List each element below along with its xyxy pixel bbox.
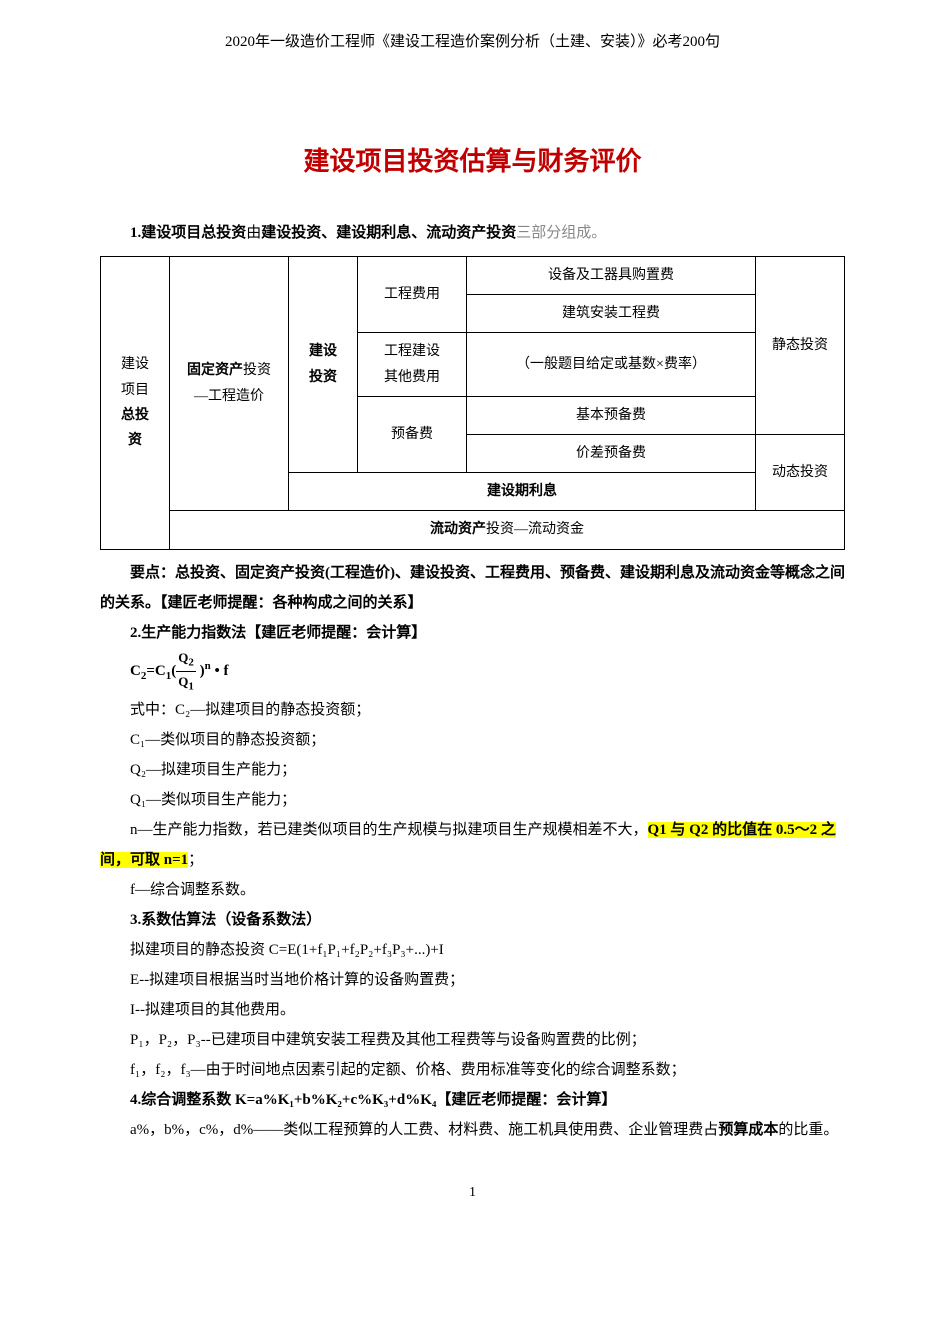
s3-l1: 拟建项目的静态投资 C=E(1+f₁P₁+f₂P₂+f₃P₃+...)+I xyxy=(100,935,845,965)
r2c4b: 其他费用 xyxy=(384,370,440,385)
s2-l4: Q₁—类似项目生产能力； xyxy=(100,785,845,815)
s3-l2: E--拟建项目根据当时当地价格计算的设备购置费； xyxy=(100,965,845,995)
p1-bold2: 建设投资、建设期利息、流动资产投资 xyxy=(261,225,516,241)
c2-rest: 投资 xyxy=(243,363,271,378)
r3c5a: 基本预备费 xyxy=(467,396,756,434)
r1c4: 工程费用 xyxy=(358,257,467,333)
r2c4a: 工程建设 xyxy=(384,344,440,359)
c3a: 建设 xyxy=(309,344,337,359)
s2-l1: 式中：C₂—拟建项目的静态投资额； xyxy=(100,695,845,725)
r3c5b: 价差预备费 xyxy=(467,434,756,472)
c1d: 资 xyxy=(128,433,142,448)
s3-l4: P₁，P₂，P₃--已建项目中建筑安装工程费及其他工程费等与设备购置费的比例； xyxy=(100,1025,845,1055)
f2-lhs: C xyxy=(130,663,141,679)
f2-eq: =C xyxy=(146,663,165,679)
page-number: 1 xyxy=(100,1185,845,1201)
f2-den: Q xyxy=(178,674,188,689)
f2-rp: ) xyxy=(196,663,205,679)
p1-prefix: 1.建设项目总投资 xyxy=(130,225,246,241)
c2-sub: —工程造价 xyxy=(194,389,264,404)
r5-rest: 投资—流动资金 xyxy=(486,522,584,537)
f2-tail: • f xyxy=(211,663,229,679)
s2-l5: n—生产能力指数，若已建类似项目的生产规模与拟建项目生产规模相差不大，Q1 与 … xyxy=(100,815,845,875)
p1-gray: 三部分组成。 xyxy=(516,225,606,241)
s4-l1b: 的比重。 xyxy=(778,1122,838,1138)
s4-l1a: a%，b%，c%，d%——类似工程预算的人工费、材料费、施工机具使用费、企业管理… xyxy=(130,1122,718,1138)
r5: 流动资产投资—流动资金 xyxy=(170,511,845,549)
investment-table: 建设 项目 总投 资 固定资产投资 —工程造价 建设 投资 工程费用 设备及工器… xyxy=(100,256,845,550)
col3: 建设 投资 xyxy=(289,257,358,473)
paragraph-1: 1.建设项目总投资由建设投资、建设期利息、流动资产投资三部分组成。 xyxy=(100,218,845,248)
s2-l3: Q₂—拟建项目生产能力； xyxy=(100,755,845,785)
c6a: 静态投资 xyxy=(756,257,845,435)
r2c4: 工程建设 其他费用 xyxy=(358,333,467,396)
f2-densub: 1 xyxy=(188,680,194,692)
f2-num: Q xyxy=(178,650,188,665)
keypoint: 要点：总投资、固定资产投资(工程造价)、建设投资、工程费用、预备费、建设期利息及… xyxy=(100,558,845,618)
r1c5a: 设备及工器具购置费 xyxy=(467,257,756,295)
c3b: 投资 xyxy=(309,370,337,385)
s3-l5: f₁，f₂，f₃—由于时间地点因素引起的定额、价格、费用标准等变化的综合调整系数… xyxy=(100,1055,845,1085)
page-header: 2020年一级造价工程师《建设工程造价案例分析（土建、安装）》必考200句 xyxy=(100,30,845,51)
formula-2: C2=C1(Q2Q1 )n • f xyxy=(130,648,845,695)
r4: 建设期利息 xyxy=(289,473,756,511)
col2: 固定资产投资 —工程造价 xyxy=(170,257,289,511)
c2-bold: 固定资产 xyxy=(187,363,243,378)
p1-mid: 由 xyxy=(246,225,261,241)
c1b: 项目 xyxy=(121,383,149,398)
s4-l1: a%，b%，c%，d%——类似工程预算的人工费、材料费、施工机具使用费、企业管理… xyxy=(100,1115,845,1145)
s4-l1-bold: 预算成本 xyxy=(718,1122,778,1138)
c1a: 建设 xyxy=(121,357,149,372)
s2-l5b: ； xyxy=(188,852,203,868)
r3c4: 预备费 xyxy=(358,396,467,472)
col1: 建设 项目 总投 资 xyxy=(101,257,170,550)
r5-bold: 流动资产 xyxy=(430,522,486,537)
r2c5: （一般题目给定或基数×费率） xyxy=(467,333,756,396)
s2-title: 2.生产能力指数法【建匠老师提醒：会计算】 xyxy=(100,618,845,648)
s3-title: 3.系数估算法（设备系数法） xyxy=(100,905,845,935)
c6b: 动态投资 xyxy=(756,434,845,510)
f2-numsub: 2 xyxy=(188,656,194,668)
s2-l2: C₁—类似项目的静态投资额； xyxy=(100,725,845,755)
s3-l3: I--拟建项目的其他费用。 xyxy=(100,995,845,1025)
main-title: 建设项目投资估算与财务评价 xyxy=(100,141,845,178)
s2-l5a: n—生产能力指数，若已建类似项目的生产规模与拟建项目生产规模相差不大， xyxy=(130,822,648,838)
c1c: 总投 xyxy=(121,408,149,423)
r1c5b: 建筑安装工程费 xyxy=(467,295,756,333)
s2-l6: f—综合调整系数。 xyxy=(100,875,845,905)
s4-title: 4.综合调整系数 K=a%K₁+b%K₂+c%K₃+d%K₄【建匠老师提醒：会计… xyxy=(100,1085,845,1115)
